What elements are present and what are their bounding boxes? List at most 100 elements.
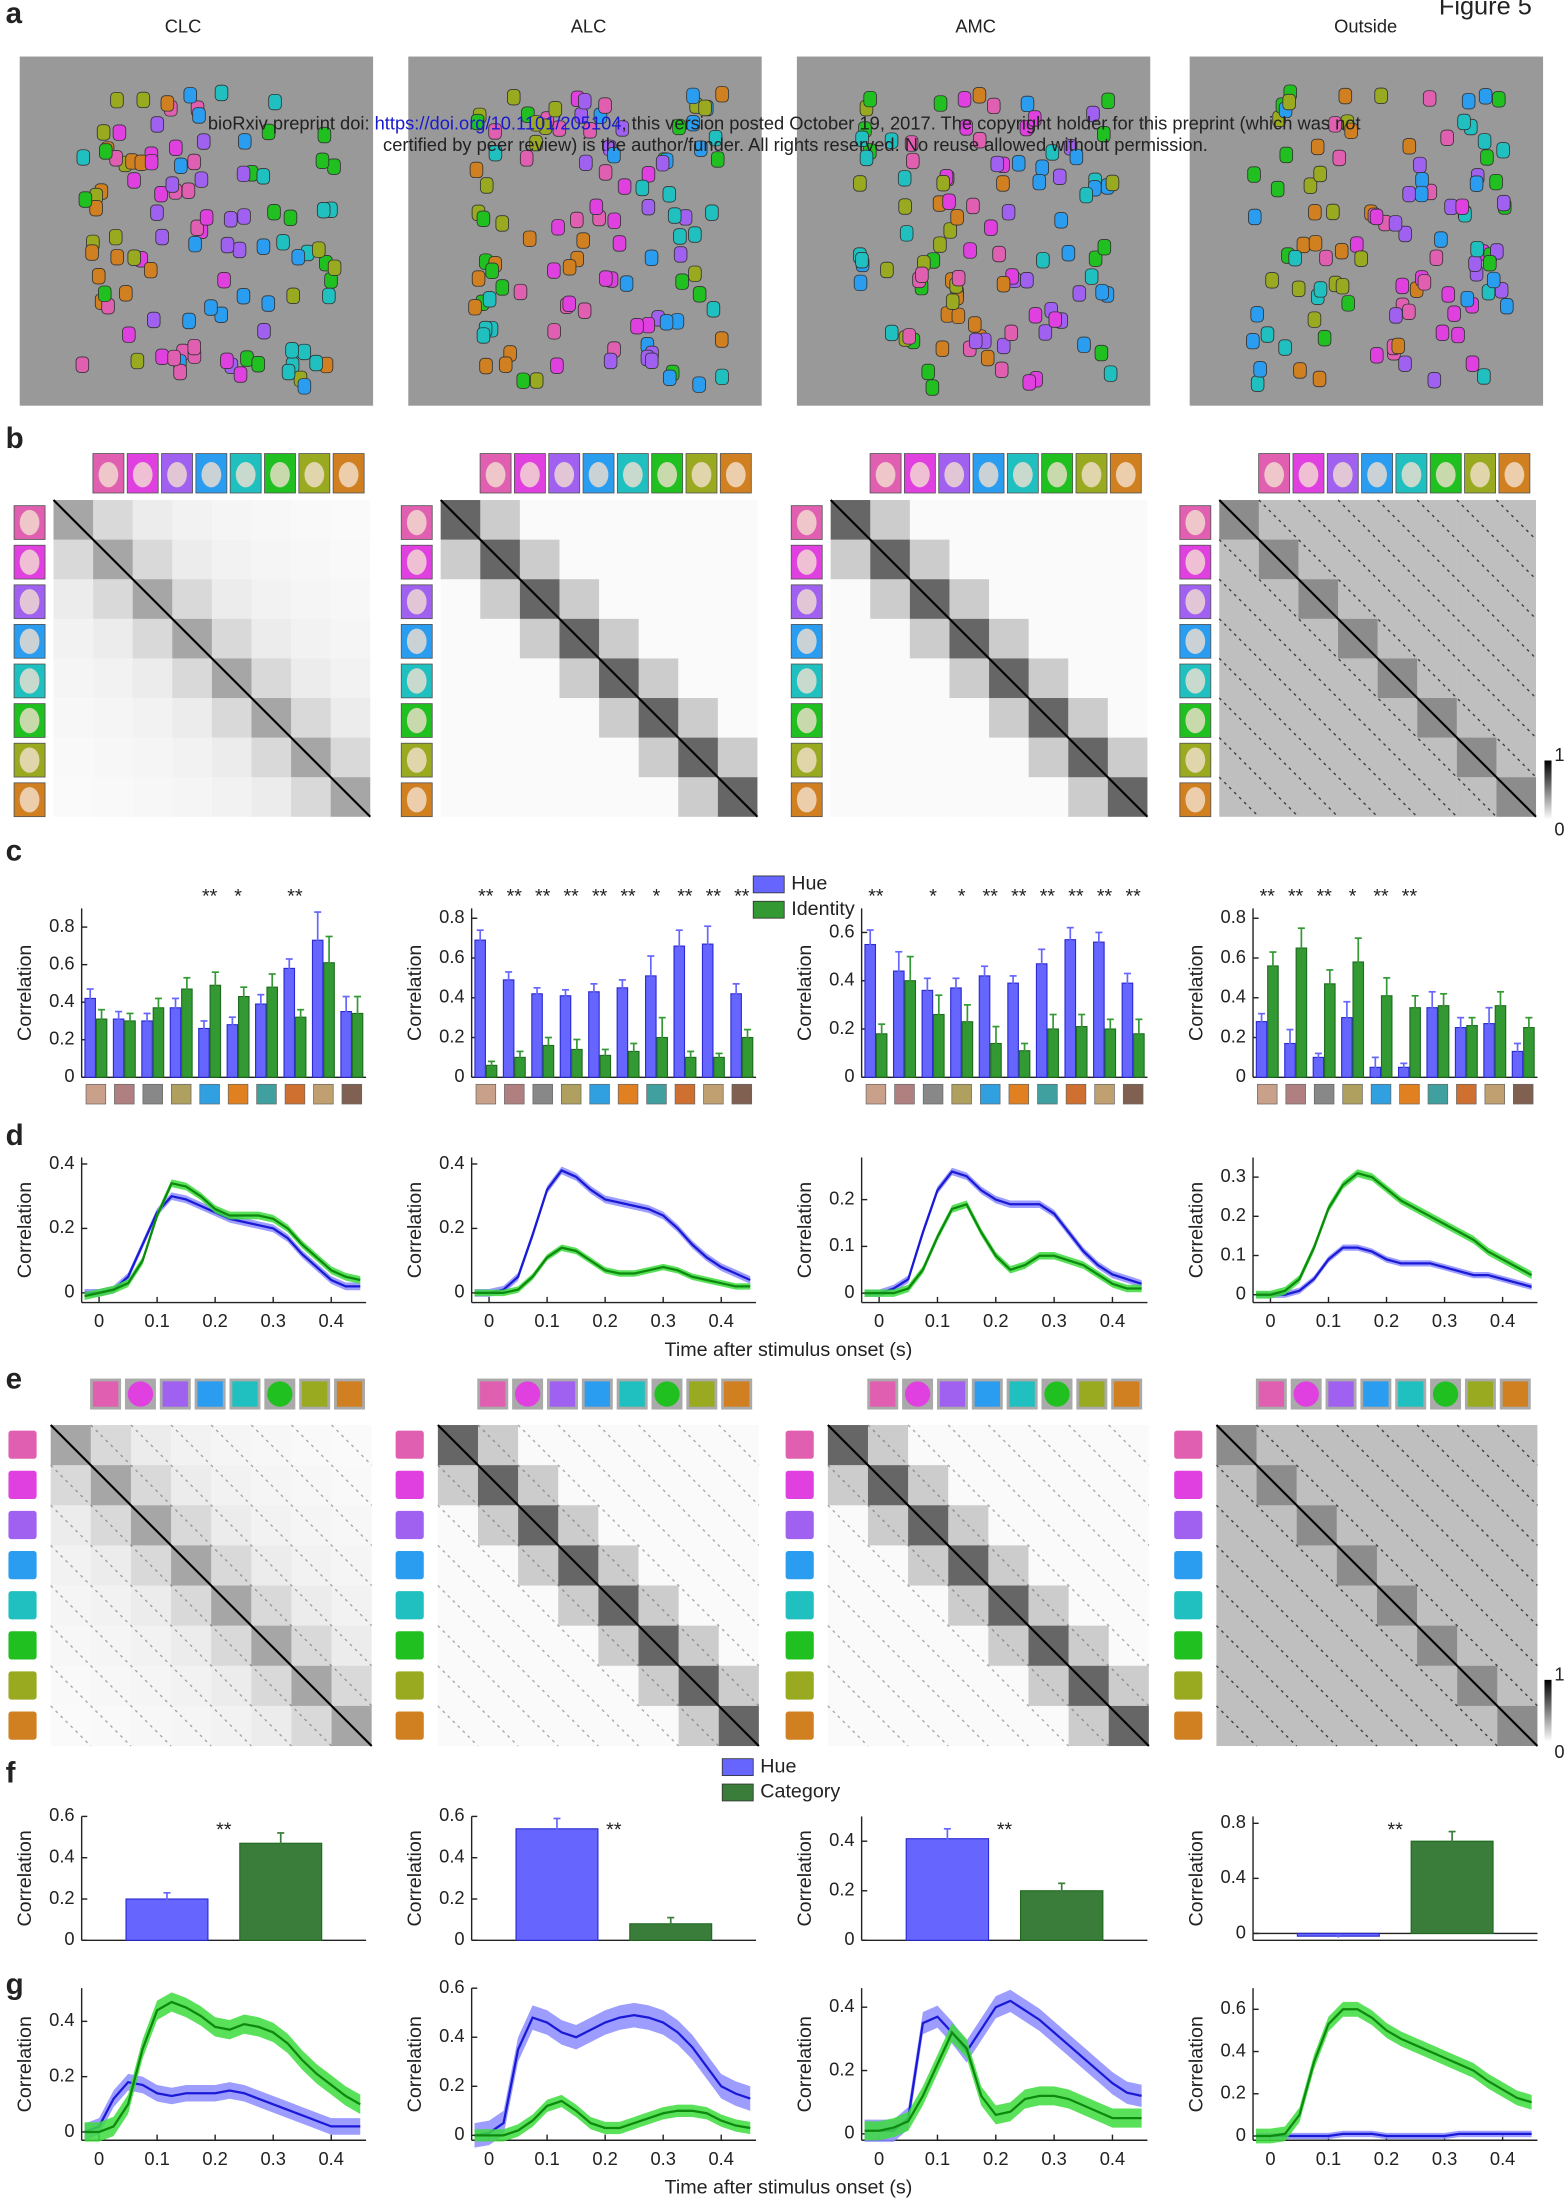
stimulus-icon [1314, 1084, 1334, 1104]
face-icon [238, 209, 251, 224]
face-icon [958, 92, 971, 107]
y-tick-label: 0.8 [1221, 1811, 1246, 1832]
y-axis-label: Correlation [14, 945, 36, 1041]
color-tile [619, 1381, 644, 1406]
face-icon [174, 364, 187, 379]
face-icon [687, 88, 700, 103]
face-icon [1283, 94, 1296, 109]
y-tick-label: 0.6 [439, 1976, 464, 1997]
y-tick-label: 0.4 [439, 986, 464, 1007]
x-tick-label: 0.1 [925, 1310, 950, 1331]
stimulus-icon [675, 1084, 695, 1104]
matrix-block [54, 619, 94, 659]
stimulus-icon [171, 1084, 191, 1104]
face-icon [1470, 462, 1490, 487]
face-icon [599, 271, 612, 286]
bar [142, 1021, 152, 1077]
y-tick-label: 0.4 [49, 990, 74, 1011]
face-icon [707, 302, 720, 317]
face-icon [693, 377, 706, 392]
y-tick-label: 0 [64, 2120, 74, 2141]
stimulus-icon [1009, 1084, 1029, 1104]
matrix-block [678, 619, 718, 659]
face-icon [1055, 213, 1068, 228]
face-icon [578, 303, 591, 318]
matrix-block [910, 698, 950, 738]
face-icon [1023, 375, 1036, 390]
face-icon [1375, 88, 1388, 103]
face-icon [1085, 269, 1098, 284]
y-tick-label: 0.2 [1221, 2082, 1246, 2103]
matrix-block [1029, 738, 1069, 778]
matrix-block [1417, 777, 1457, 817]
stimulus-icon [1428, 1084, 1448, 1104]
matrix-block [559, 500, 599, 540]
face-icon [967, 198, 980, 213]
matrix-block [441, 579, 481, 619]
stimulus-icon [228, 1084, 248, 1104]
color-tile [1174, 1551, 1202, 1579]
face-icon [137, 92, 150, 107]
face-icon [1428, 372, 1441, 387]
header-line: bioRxiv preprint doi: https://doi.org/10… [208, 113, 1361, 134]
stimulus-icon [952, 1084, 972, 1104]
matrix-block [331, 619, 371, 659]
face-icon [674, 229, 687, 244]
bar [560, 996, 570, 1077]
face-icon [407, 708, 427, 733]
face-icon [1185, 629, 1205, 654]
face-icon [1497, 143, 1510, 158]
face-icon [151, 205, 164, 220]
face-icon [706, 205, 719, 220]
face-icon [608, 213, 621, 228]
face-icon [128, 250, 141, 265]
color-tile [8, 1551, 36, 1579]
face-icon [20, 629, 40, 654]
face-icon [563, 260, 576, 275]
color-tile [337, 1381, 362, 1406]
matrix-block [212, 579, 252, 619]
header-link[interactable]: https://doi.org/10.1101/205104 [375, 113, 622, 134]
face-icon [92, 268, 105, 283]
matrix-block [1108, 738, 1148, 778]
face-icon [952, 308, 965, 323]
color-tile [1174, 1712, 1202, 1740]
face-icon [636, 180, 649, 195]
face-icon [642, 167, 655, 182]
matrix-block [831, 698, 871, 738]
face-icon [1309, 236, 1322, 251]
stimulus-icon [1038, 1084, 1058, 1104]
matrix-block [949, 738, 989, 778]
y-tick-label: 0.6 [1221, 946, 1246, 967]
matrix-block [1457, 777, 1497, 817]
face-icon [1248, 167, 1261, 182]
face-icon [514, 284, 527, 299]
bar [1065, 940, 1076, 1078]
matrix-block [172, 698, 212, 738]
face-icon [1116, 462, 1136, 487]
stimulus-icon [257, 1084, 277, 1104]
face-icon [486, 263, 499, 278]
face-icon [156, 229, 169, 244]
color-tile [8, 1671, 36, 1699]
matrix-block [93, 698, 133, 738]
face-icon [642, 317, 655, 332]
face-icon [934, 237, 947, 252]
y-tick-label: 0.4 [49, 2009, 74, 2030]
face-icon [604, 353, 617, 368]
x-tick-label: 0.3 [260, 2148, 285, 2169]
y-tick-label: 0.4 [439, 2025, 464, 2046]
color-tile [396, 1712, 424, 1740]
embedding-panel [1190, 57, 1543, 406]
face-icon [1266, 273, 1279, 288]
matrix-block [520, 698, 560, 738]
matrix-block [133, 738, 173, 778]
face-icon [79, 192, 92, 207]
matrix-block [639, 540, 679, 580]
face-icon [580, 155, 593, 170]
significance: ** [535, 886, 551, 908]
face-icon [1481, 150, 1494, 165]
face-icon [903, 329, 916, 344]
matrix-block [251, 777, 291, 817]
matrix-block [718, 658, 758, 698]
